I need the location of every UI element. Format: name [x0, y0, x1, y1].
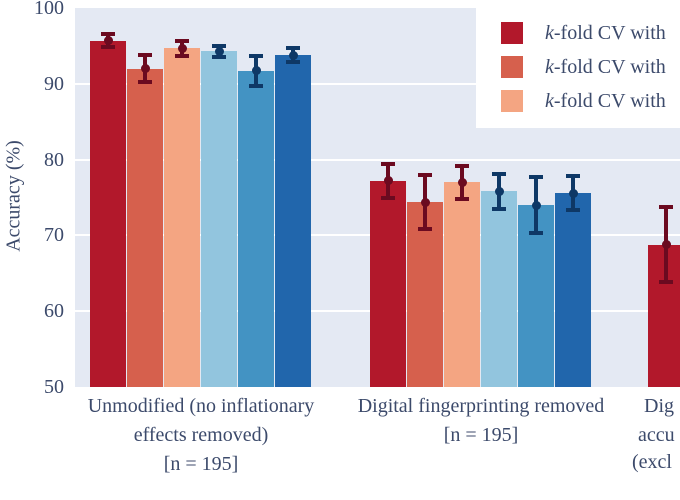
error-bar-cap-top	[659, 204, 673, 209]
bar	[164, 48, 200, 387]
bar	[370, 180, 406, 387]
x-axis-label-group-2: Digital fingerprinting removed [n = 195]	[355, 392, 607, 450]
bar	[201, 51, 237, 387]
error-bar-cap-bottom	[566, 207, 580, 212]
error-bar-mean-dot	[661, 240, 671, 249]
legend: k-fold CV with k-fold CV with k-fold CV …	[476, 0, 680, 128]
x-tick-line: accu	[638, 424, 675, 446]
legend-swatch-orange-red	[501, 56, 523, 78]
x-tick-line: effects removed)	[133, 424, 269, 446]
error-bar-mean-dot	[568, 188, 578, 198]
error-bar-mean-dot	[420, 197, 430, 207]
error-bar-cap-bottom	[249, 84, 263, 89]
legend-swatch-dark-red	[501, 22, 523, 44]
error-bar-cap-top	[381, 162, 395, 167]
error-bar-cap-bottom	[529, 231, 543, 236]
error-bar-cap-bottom	[286, 59, 300, 64]
error-bar-mean-dot	[457, 177, 467, 187]
error-bar-mean-dot	[288, 50, 298, 60]
gridline	[75, 158, 680, 161]
error-bar-cap-bottom	[455, 197, 469, 201]
x-tick-line: Unmodified (no inflationary	[87, 395, 315, 417]
legend-item-label: k-fold CV with	[545, 21, 666, 44]
error-bar-mean-dot	[103, 36, 113, 46]
legend-item: k-fold CV with	[476, 90, 680, 112]
x-tick-line: [n = 195]	[443, 424, 519, 446]
legend-k-italic: k	[545, 55, 554, 78]
bar	[90, 40, 126, 387]
x-tick-line: (excl	[632, 451, 672, 473]
error-bar-cap-bottom	[138, 80, 152, 85]
error-bar-cap-top	[249, 53, 263, 58]
x-tick-line: Dig	[644, 395, 674, 417]
error-bar-cap-bottom	[418, 227, 432, 232]
error-bar-cap-bottom	[101, 45, 115, 50]
gridline	[75, 82, 680, 85]
y-tick-label: 90	[44, 72, 64, 95]
error-bar-mean-dot	[177, 43, 187, 53]
error-bar-mean-dot	[531, 200, 541, 210]
legend-item-label: k-fold CV with	[545, 55, 666, 78]
error-bar-mean-dot	[140, 64, 150, 74]
error-bar-mean-dot	[251, 66, 261, 76]
error-bar-mean-dot	[383, 176, 393, 186]
bar	[238, 70, 274, 387]
bar	[555, 193, 591, 387]
error-bar-cap-bottom	[492, 206, 506, 211]
y-tick-label: 80	[44, 148, 64, 171]
error-bar-mean-dot	[214, 46, 224, 56]
error-bar-cap-top	[566, 174, 580, 179]
error-bar-cap-top	[418, 172, 432, 177]
legend-k-italic: k	[545, 89, 554, 112]
x-tick-line: Digital fingerprinting removed	[357, 395, 605, 417]
legend-item: k-fold CV with	[476, 56, 680, 78]
bar	[275, 55, 311, 387]
error-bar-cap-top	[138, 53, 152, 57]
x-tick-line: [n = 195]	[163, 453, 239, 475]
x-axis-label-group-1: Unmodified (no inflationary effects remo…	[75, 392, 327, 479]
error-bar-mean-dot	[494, 186, 504, 196]
y-axis-ticks: 50 60 70 80 90 100	[0, 0, 70, 500]
error-bar-cap-top	[101, 31, 115, 36]
bar	[518, 205, 554, 387]
bar	[127, 68, 163, 387]
error-bar-cap-top	[492, 172, 506, 176]
legend-swatch-light-orange	[501, 90, 523, 112]
y-tick-label: 60	[44, 300, 64, 323]
error-bar-cap-bottom	[381, 195, 395, 200]
legend-k-italic: k	[545, 21, 554, 44]
error-bar-cap-bottom	[659, 280, 673, 285]
error-bar-cap-top	[175, 38, 189, 43]
bar	[407, 202, 443, 387]
bar	[444, 182, 480, 387]
legend-item-label: k-fold CV with	[545, 89, 666, 112]
error-bar-cap-top	[212, 43, 226, 48]
error-bar-cap-top	[529, 175, 543, 179]
error-bar-cap-top	[455, 163, 469, 168]
error-bar-cap-top	[286, 46, 300, 51]
bar	[481, 191, 517, 387]
error-bar-cap-bottom	[212, 54, 226, 59]
error-bar-cap-bottom	[175, 53, 189, 58]
y-tick-label: 70	[44, 224, 64, 247]
legend-item: k-fold CV with	[476, 22, 680, 44]
y-tick-label: 100	[34, 0, 64, 19]
y-tick-label: 50	[44, 376, 64, 398]
